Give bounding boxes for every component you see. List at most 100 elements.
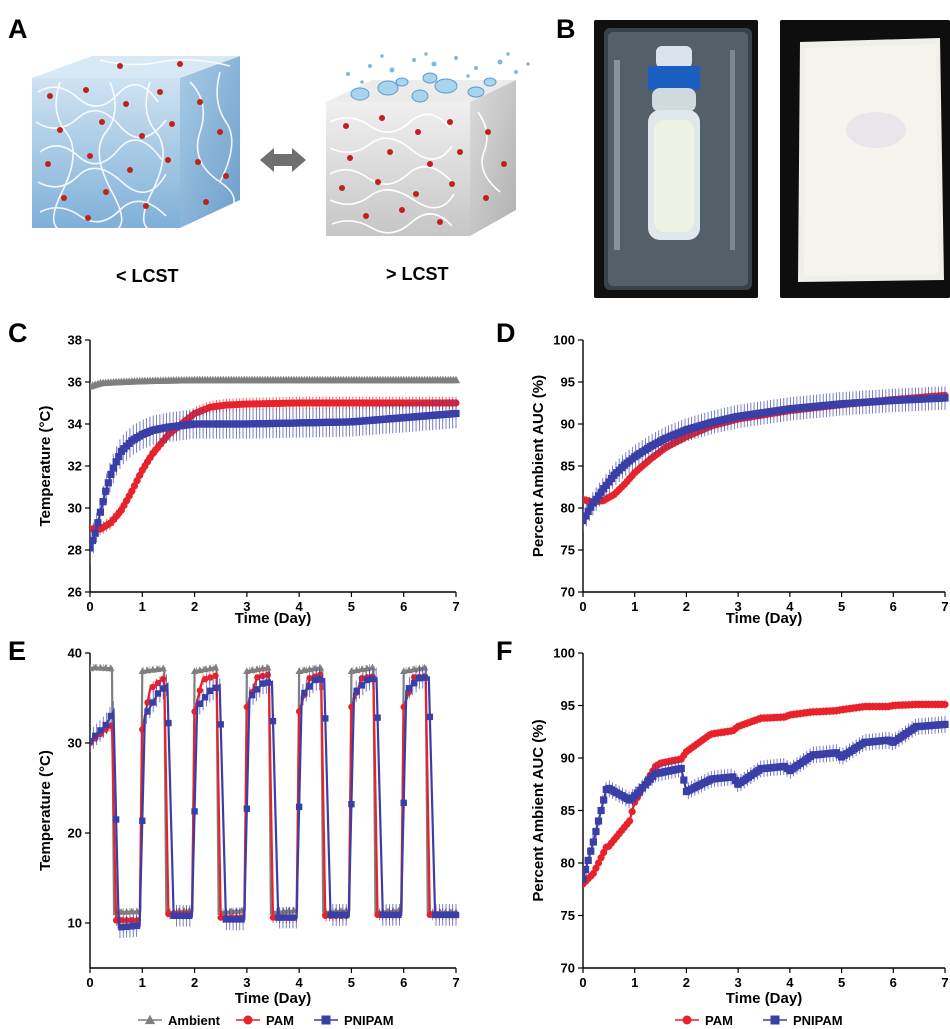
chart-d-x-tick-label: 7 (941, 599, 948, 614)
chart-f-x-tick-label: 2 (683, 975, 690, 990)
chart-e-ambient-point (258, 664, 267, 672)
chart-e-ambient-point (358, 665, 366, 673)
chart-f-series-pnipam (583, 716, 949, 888)
chart-e-pnipam-point (353, 687, 360, 694)
chart-e-pnipam-point (421, 674, 428, 681)
chart-e-pnipam-point (107, 712, 115, 720)
chart-e-pnipam-point (149, 699, 156, 706)
chart-f-pnipam-point (680, 776, 688, 784)
chart-d-y-tick-label: 95 (561, 375, 575, 390)
chart-c-pnipam-point (112, 458, 120, 466)
chart-e-x-axis-label: Time (Day) (235, 990, 311, 1007)
chart-e-legend-pnipam-marker (321, 1015, 331, 1025)
chart-f-y-tick-label: 80 (561, 856, 575, 871)
chart-c-series-pnipam (90, 398, 460, 563)
chart-e-pnipam-point (254, 686, 261, 693)
panel-d-letter: D (496, 318, 516, 348)
chart-f-pnipam-point (677, 764, 685, 773)
chart-f-pnipam-point (589, 838, 597, 846)
chart-f-pam-point (625, 817, 634, 825)
panel-f-letter: F (496, 636, 513, 666)
chart-e-pnipam-point (442, 911, 449, 919)
chart-c-y-axis-label: Temperature (°C) (37, 406, 54, 527)
chart-e-ambient-point (253, 665, 261, 673)
chart-e-pnipam-point (238, 916, 245, 923)
chart-c-y-tick-label: 26 (68, 585, 82, 600)
chart-f-y-tick-label: 95 (561, 698, 575, 713)
chart-e-pnipam-point (186, 912, 193, 919)
chart-e-pnipam-point (128, 923, 136, 930)
chart-e-pnipam-point (275, 914, 282, 921)
chart-e-pnipam-point (180, 912, 188, 919)
chart-e-pnipam-point (139, 817, 146, 825)
chart-e-pam-point (107, 722, 115, 729)
chart-e-pnipam-point (92, 732, 99, 739)
chart-e-pam-point (165, 910, 172, 918)
chart-d-x-tick-label: 5 (838, 599, 845, 614)
chart-e-pnipam-point (227, 916, 235, 923)
chart-e-pnipam-point (233, 916, 240, 923)
chart-e-ambient-point (316, 663, 324, 671)
chart-d-y-tick-label: 100 (553, 333, 575, 348)
chart-f-legend-pnipam-marker (770, 1015, 780, 1025)
chart-c-x-tick-label: 5 (348, 599, 355, 614)
chart-d-y-tick-label: 70 (561, 585, 575, 600)
chart-e-pnipam-point (416, 675, 423, 682)
chart-c-pnipam-point (115, 452, 123, 461)
chart-c-series-pam (90, 396, 460, 536)
chart-f-y-tick-label: 100 (553, 646, 575, 661)
chart-e-ambient-point (154, 665, 162, 673)
chart-e-pam-point (144, 699, 151, 706)
chart-d-y-tick-label: 80 (561, 501, 575, 516)
chart-e-pnipam-point (374, 714, 381, 721)
chart-e-pnipam-point (165, 719, 172, 727)
chart-e-ambient-point (107, 664, 115, 672)
chart-e-pnipam-point (170, 912, 177, 919)
chart-e-pnipam-point (207, 687, 214, 694)
chart-d-x-tick-label: 2 (683, 599, 690, 614)
chart-e-legend-ambient-label: Ambient (168, 1013, 221, 1028)
chart-e-ambient-point (400, 667, 408, 674)
chart-e-ambient-point (264, 663, 272, 671)
chart-e-pam-point (254, 674, 261, 681)
chart-c-pnipam-point (90, 536, 97, 545)
chart-f-x-tick-label: 0 (579, 975, 586, 990)
chart-e-pnipam-point (390, 911, 397, 919)
chart-e-pam-point (207, 674, 214, 681)
chart-e-pnipam-point (269, 717, 277, 725)
chart-f-x-tick-label: 6 (890, 975, 897, 990)
swollen-hydrogel-cube (32, 56, 240, 233)
chart-e-pnipam-point (363, 676, 371, 684)
chart-e-ambient-point (190, 667, 199, 674)
chart-e-pnipam-point (322, 715, 329, 722)
chart-e-pnipam-point (337, 911, 345, 919)
chart-e-ambient-point (96, 664, 105, 671)
panel-c-letter: C (8, 318, 28, 348)
chart-c-pnipam-point (96, 508, 105, 516)
chart-e-pnipam-point (343, 911, 350, 919)
chart-e-ambient-point (347, 667, 356, 674)
chart-f-legend-pam-label: PAM (705, 1013, 733, 1028)
chart-e-pam-point (149, 683, 156, 691)
chart-e-pnipam-point (175, 912, 183, 919)
chart-e-legend-pam-label: PAM (266, 1013, 294, 1028)
chart-e-pnipam-point (285, 914, 292, 921)
chart-e-ambient-point (363, 664, 371, 672)
chart-e-ambient-point (352, 666, 361, 674)
chart-e-pnipam-point (280, 914, 287, 921)
chart-f-pnipam-point (597, 806, 605, 815)
chart-f-pnipam-point (941, 720, 949, 728)
chart-d-x-tick-label: 1 (631, 599, 638, 614)
chart-e-y-axis-label: Temperature (°C) (37, 750, 54, 871)
chart-f-x-tick-label: 4 (786, 975, 794, 990)
chart-c-x-tick-label: 2 (191, 599, 198, 614)
chart-e-ambient-point (305, 665, 314, 673)
chart-f-x-tick-label: 5 (838, 975, 845, 990)
chart-e-legend-pam-marker (243, 1015, 253, 1025)
chart-f-pnipam-point (729, 773, 737, 781)
chart-f-x-tick-label: 3 (735, 975, 742, 990)
chart-e-x-tick-label: 3 (243, 975, 250, 990)
panel-b-letter: B (556, 14, 576, 44)
chart-f-pnipam-point (587, 847, 595, 855)
